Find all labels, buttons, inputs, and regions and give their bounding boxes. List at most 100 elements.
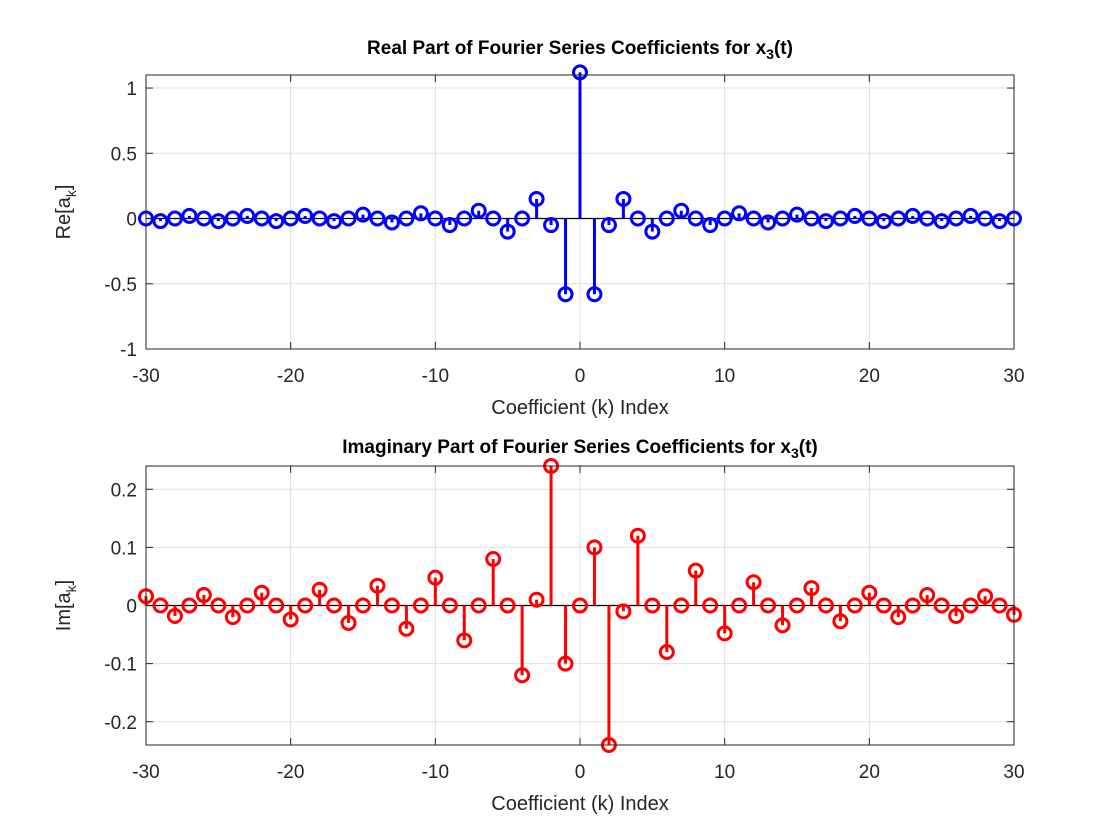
stem-marker [282, 210, 299, 227]
x-tick-label: 10 [714, 762, 735, 783]
stem-marker [832, 613, 849, 630]
x-tick-label: -10 [422, 366, 449, 387]
stem-marker [152, 597, 169, 614]
x-tick-label: 0 [575, 762, 586, 783]
stem-marker [441, 597, 458, 614]
y-axis-label: Im[ak] [53, 580, 79, 631]
y-tick-label: 0 [126, 597, 137, 618]
x-tick-label: 30 [1003, 762, 1024, 783]
stem-marker [340, 210, 357, 227]
x-axis-label: Coefficient (k) Index [491, 793, 669, 815]
stem-marker [340, 614, 357, 631]
real-part-subplot: -30 -20 -10 0 10 20 30 -1 -0.5 0 0.5 1 Coefficient (… [53, 38, 1025, 419]
y-tick-label: 0.5 [111, 144, 137, 165]
x-axis-label: Coefficient (k) Index [491, 397, 669, 419]
y-axis-label-subscript: k [63, 584, 79, 592]
x-tick-label: 20 [859, 762, 880, 783]
stem-marker [948, 607, 965, 624]
y-axis-label-close: ] [53, 185, 75, 191]
y-tick-label: -0.1 [104, 655, 137, 676]
stem-marker [760, 597, 777, 614]
stem-marker [181, 597, 198, 614]
stem-marker [702, 597, 719, 614]
stem-marker [817, 597, 834, 614]
stem-marker [268, 213, 285, 230]
stem-marker [803, 210, 820, 227]
stem-marker [557, 286, 574, 303]
stem-marker [297, 597, 314, 614]
chart-title-suffix: (t) [774, 38, 793, 59]
stem-marker [890, 609, 907, 626]
stem-marker [470, 597, 487, 614]
stem-marker [861, 584, 878, 601]
x-tick-label: 20 [859, 366, 880, 387]
y-tick-label: 0 [126, 210, 137, 231]
stem-marker [991, 213, 1008, 230]
stem-marker [904, 207, 921, 224]
stem-marker [644, 597, 661, 614]
stem-marker [282, 611, 299, 628]
stem-marker [875, 213, 892, 230]
y-tick-label: 1 [126, 79, 137, 100]
stem-marker [774, 617, 791, 634]
stem-marker [355, 597, 371, 614]
stem-marker [485, 210, 502, 227]
stem-marker [731, 205, 748, 222]
stem-marker [441, 217, 458, 234]
y-tick-label: -0.5 [104, 275, 137, 296]
stem-marker [745, 210, 762, 227]
stem-marker [514, 210, 531, 227]
stem-marker [658, 210, 675, 227]
stem-marker [572, 597, 588, 614]
stem-marker [644, 223, 661, 240]
stem-marker [166, 210, 183, 227]
y-axis-label-main: Re[a [53, 196, 75, 239]
stem-marker [528, 190, 545, 207]
stem-marker [355, 206, 371, 223]
stem-marker [658, 644, 675, 660]
stem-marker [789, 206, 805, 223]
stem-marker [673, 597, 690, 614]
stem-marker [817, 213, 834, 230]
chart-title-main: Imaginary Part of Fourier Series Coeffic… [342, 437, 791, 458]
stem-marker [326, 597, 343, 614]
stem-marker [383, 597, 400, 614]
stem-marker [846, 207, 863, 224]
y-axis-label-subscript: k [63, 189, 79, 197]
stem-marker [224, 609, 241, 626]
stem-marker [760, 214, 777, 231]
stem-marker [514, 667, 531, 684]
stem-marker [716, 210, 733, 227]
y-tick-label: 0.1 [111, 538, 137, 559]
stem-marker [962, 597, 979, 614]
stem-marker [716, 625, 733, 642]
stem-marker [933, 597, 950, 614]
x-tick-label: 10 [714, 366, 735, 387]
stem-marker [398, 620, 415, 637]
stem-marker [456, 210, 473, 227]
stem-marker [832, 210, 849, 227]
stem-marker [977, 588, 994, 605]
chart-title: Imaginary Part of Fourier Series Coeffic… [342, 437, 818, 461]
stem-marker [239, 207, 256, 224]
stem-marker [166, 607, 183, 624]
stem-marker [181, 207, 198, 224]
stem-marker [543, 217, 560, 234]
stem-marker [977, 210, 994, 227]
stem-marker [253, 210, 270, 227]
stem-marker [586, 286, 603, 303]
stem-marker [239, 597, 256, 614]
y-tick-label: 0.2 [111, 480, 137, 501]
stem-marker [499, 597, 516, 614]
stem-marker [210, 213, 227, 230]
stem-marker [326, 213, 343, 230]
y-tick-label: -1 [120, 340, 137, 361]
stem-marker [919, 587, 936, 604]
stem-marker [412, 597, 429, 614]
stem-marker [673, 202, 690, 219]
stem-marker [311, 210, 328, 227]
stem-marker [470, 202, 487, 219]
stem-marker [485, 551, 502, 567]
x-tick-label: -10 [422, 762, 449, 783]
